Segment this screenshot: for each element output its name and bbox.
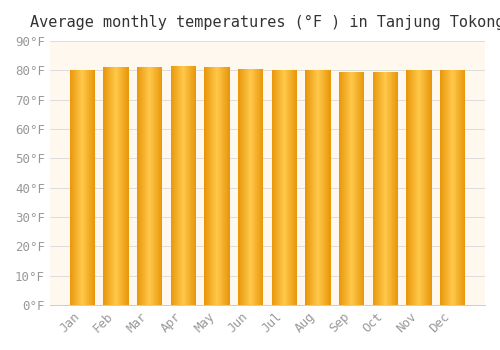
Title: Average monthly temperatures (°F ) in Tanjung Tokong: Average monthly temperatures (°F ) in Ta… (30, 15, 500, 30)
